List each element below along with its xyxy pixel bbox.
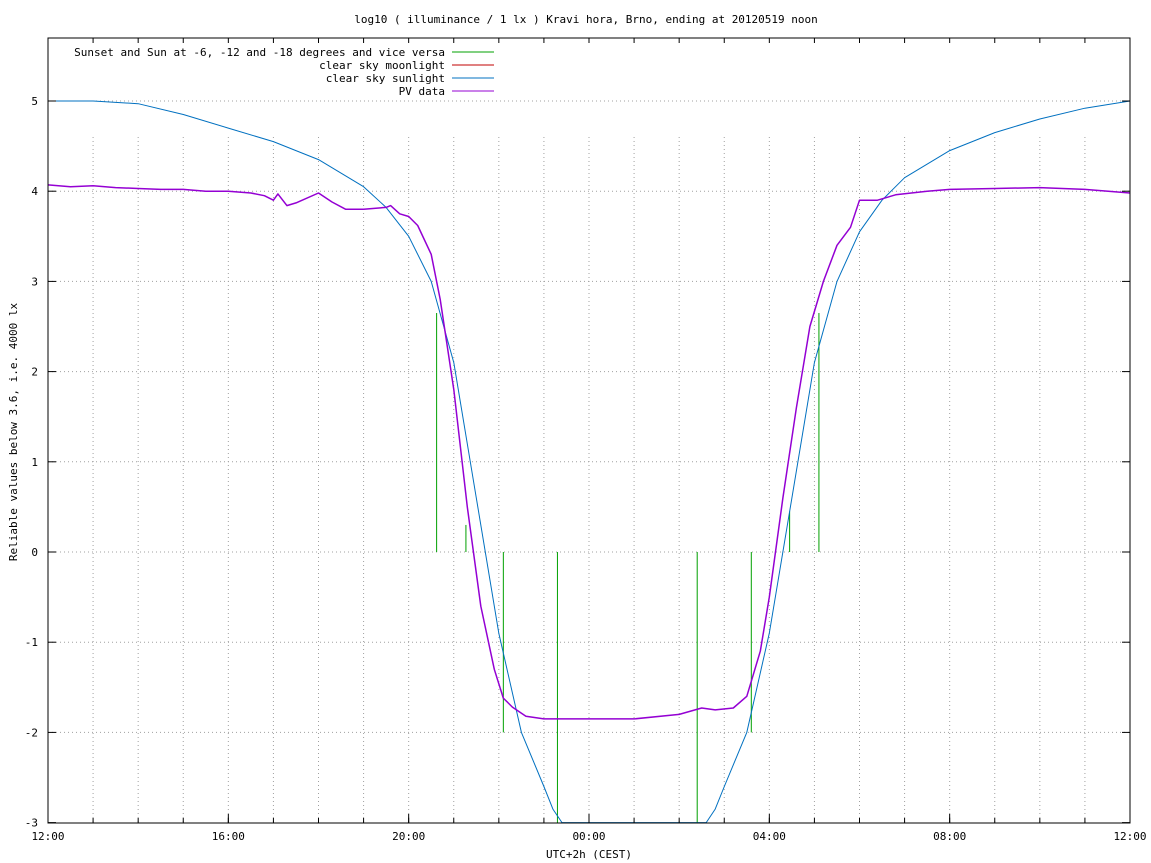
x-tick-label: 16:00	[212, 830, 245, 843]
y-axis-label: Reliable values below 3.6, i.e. 4000 lx	[7, 302, 20, 561]
y-tick-label: 2	[31, 366, 38, 379]
y-tick-label: -3	[25, 817, 38, 830]
pv-data-line	[48, 184, 1130, 720]
grid	[48, 100, 1130, 823]
legend-label: PV data	[399, 85, 445, 98]
chart-title: log10 ( illuminance / 1 lx ) Kravi hora,…	[354, 13, 818, 26]
legend-label: clear sky sunlight	[326, 72, 445, 85]
x-tick-label: 00:00	[572, 830, 605, 843]
plot-area	[48, 100, 1130, 823]
x-axis-label: UTC+2h (CEST)	[546, 848, 632, 861]
y-tick-label: -2	[25, 726, 38, 739]
axes: -3 -2 -1 0 1 2 3 4 5 12:00 16:00 20:00 00:00 04:00 08:…	[25, 38, 1147, 843]
y-tick-label: 4	[31, 185, 38, 198]
series-group	[48, 100, 1130, 823]
legend-label: clear sky moonlight	[319, 59, 445, 72]
x-tick-label: 12:00	[31, 830, 64, 843]
x-tick-label: 08:00	[933, 830, 966, 843]
y-tick-label: 3	[31, 275, 38, 288]
legend-label: Sunset and Sun at -6, -12 and -18 degree…	[74, 46, 445, 59]
x-tick-label: 04:00	[753, 830, 786, 843]
y-tick-label: 5	[31, 95, 38, 108]
x-tick-label: 12:00	[1113, 830, 1146, 843]
x-tick-label: 20:00	[392, 830, 425, 843]
legend: Sunset and Sun at -6, -12 and -18 degree…	[74, 46, 494, 98]
y-tick-label: 1	[31, 456, 38, 469]
clear-sky-sunlight-line	[48, 100, 1130, 823]
y-tick-label: 0	[31, 546, 38, 559]
y-tick-label: -1	[25, 636, 38, 649]
